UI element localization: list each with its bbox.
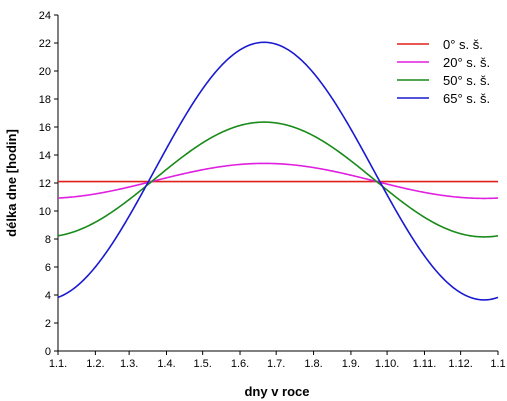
x-tick-label: 1.9. — [342, 358, 360, 370]
x-axis-title: dny v roce — [244, 384, 309, 399]
x-tick-label: 1.3. — [120, 358, 138, 370]
x-tick-label: 1.6. — [231, 358, 249, 370]
y-tick-label: 12 — [39, 178, 51, 190]
legend-label-1: 20° s. š. — [443, 55, 490, 70]
y-tick-label: 16 — [39, 122, 51, 134]
y-tick-label: 2 — [45, 318, 51, 330]
y-tick-label: 4 — [45, 290, 51, 302]
series-line-3 — [57, 41, 499, 301]
y-tick-label: 14 — [39, 150, 51, 162]
series-layer — [57, 41, 499, 301]
legend: 0° s. š. 20° s. š. 50° s. š. 65° s. š. — [397, 37, 490, 106]
series-line-2 — [57, 121, 499, 238]
y-tick-label: 22 — [39, 38, 51, 50]
x-tick-label: 1.2. — [86, 358, 104, 370]
x-tick-label: 1.8. — [304, 358, 322, 370]
y-tick-label: 0 — [45, 346, 51, 358]
y-tick-label: 24 — [39, 10, 51, 22]
y-axis-title: délka dne [hodin] — [4, 129, 19, 237]
y-tick-label: 10 — [39, 206, 51, 218]
x-axis: 1.1. 1.2. 1.3. 1.4. 1.5. 1.6. 1.7. 1.8. 1.9. 1.10… — [49, 351, 506, 370]
x-tick-label: 1.11. — [413, 358, 437, 370]
legend-label-0: 0° s. š. — [443, 37, 483, 52]
x-tick-label: 1.1 — [490, 358, 505, 370]
x-tick-label: 1.1. — [49, 358, 67, 370]
y-tick-label: 20 — [39, 66, 51, 78]
x-tick-label: 1.5. — [193, 358, 211, 370]
y-tick-label: 18 — [39, 94, 51, 106]
x-tick-label: 1.7. — [267, 358, 285, 370]
x-tick-label: 1.10. — [375, 358, 399, 370]
y-tick-label: 6 — [45, 262, 51, 274]
legend-label-2: 50° s. š. — [443, 73, 490, 88]
x-tick-label: 1.12. — [448, 358, 472, 370]
plot-area — [57, 15, 498, 352]
legend-label-3: 65° s. š. — [443, 91, 490, 106]
y-tick-label: 8 — [45, 234, 51, 246]
x-tick-label: 1.4. — [157, 358, 175, 370]
series-line-1 — [57, 162, 499, 200]
